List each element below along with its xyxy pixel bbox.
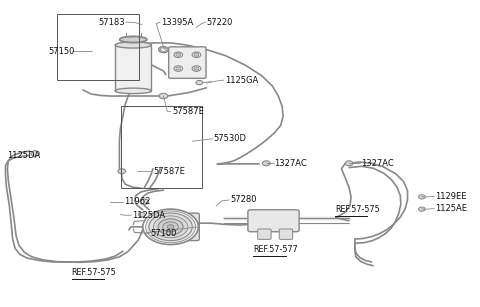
Text: REF.57-575: REF.57-575	[72, 268, 116, 277]
Text: REF.57-577: REF.57-577	[253, 245, 298, 254]
Text: 11962: 11962	[124, 197, 150, 206]
Circle shape	[194, 67, 199, 70]
Circle shape	[263, 161, 270, 166]
FancyBboxPatch shape	[168, 213, 199, 241]
Text: REF.57-575: REF.57-575	[335, 205, 380, 214]
Text: 1129EE: 1129EE	[435, 192, 467, 201]
Circle shape	[419, 207, 425, 211]
Circle shape	[345, 161, 353, 166]
Text: 57100: 57100	[150, 229, 176, 238]
Circle shape	[140, 199, 149, 204]
Circle shape	[154, 216, 188, 238]
Circle shape	[159, 93, 168, 99]
Circle shape	[139, 212, 145, 217]
Circle shape	[145, 211, 195, 243]
Text: 57220: 57220	[206, 17, 233, 27]
FancyBboxPatch shape	[248, 210, 299, 232]
Text: 57183: 57183	[98, 17, 125, 27]
Text: 57530D: 57530D	[214, 134, 247, 143]
Ellipse shape	[120, 36, 147, 43]
Circle shape	[176, 53, 180, 56]
Circle shape	[196, 80, 203, 85]
Text: 57587E: 57587E	[172, 107, 204, 116]
Circle shape	[194, 53, 199, 56]
Text: 57150: 57150	[48, 47, 75, 56]
Bar	[121, 106, 202, 188]
Bar	[115, 45, 152, 91]
Circle shape	[158, 219, 183, 235]
Ellipse shape	[115, 42, 152, 48]
Text: 13395A: 13395A	[161, 17, 193, 27]
Text: 1327AC: 1327AC	[360, 159, 394, 168]
Circle shape	[419, 195, 425, 199]
Circle shape	[158, 47, 168, 52]
Text: 57587E: 57587E	[153, 167, 185, 176]
Text: 1125DA: 1125DA	[7, 151, 40, 160]
Text: 1125GA: 1125GA	[225, 76, 258, 85]
Text: 1125DA: 1125DA	[132, 211, 166, 220]
Circle shape	[176, 67, 180, 70]
FancyBboxPatch shape	[279, 229, 293, 239]
Ellipse shape	[115, 88, 152, 94]
Circle shape	[192, 66, 201, 71]
Circle shape	[163, 222, 179, 232]
Circle shape	[174, 52, 182, 57]
Circle shape	[174, 66, 182, 71]
Circle shape	[160, 48, 166, 52]
Bar	[115, 45, 152, 91]
Circle shape	[149, 213, 192, 241]
Circle shape	[143, 209, 198, 245]
Text: 57280: 57280	[230, 196, 257, 204]
Circle shape	[31, 151, 39, 156]
Circle shape	[192, 52, 201, 57]
Circle shape	[167, 225, 174, 229]
Text: 1327AC: 1327AC	[275, 159, 307, 168]
FancyBboxPatch shape	[168, 47, 206, 78]
Ellipse shape	[120, 37, 147, 42]
Bar	[57, 14, 139, 80]
Circle shape	[118, 169, 126, 174]
Text: 1125AE: 1125AE	[435, 204, 467, 213]
FancyBboxPatch shape	[258, 229, 271, 239]
